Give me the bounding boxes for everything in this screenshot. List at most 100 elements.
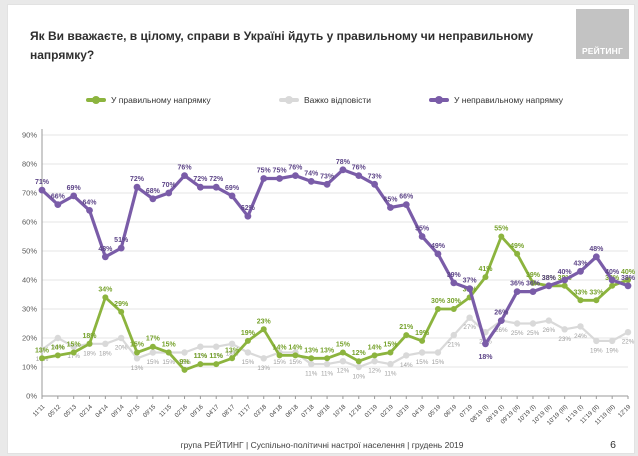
- legend-item-1: Важко відповісти: [279, 93, 371, 107]
- trend-chart-svg: 0%10%20%30%40%50%60%70%80%90%11'11 05'12 0…: [22, 129, 636, 427]
- svg-text:50%: 50%: [22, 247, 37, 256]
- svg-text:15%: 15%: [162, 359, 175, 366]
- svg-text:55%: 55%: [494, 226, 509, 233]
- svg-text:10%: 10%: [22, 363, 37, 372]
- svg-text:12%: 12%: [352, 350, 367, 357]
- svg-text:12%: 12%: [368, 368, 381, 375]
- svg-text:18%: 18%: [99, 350, 112, 357]
- svg-text:49%: 49%: [431, 243, 446, 250]
- svg-text:71%: 71%: [35, 179, 50, 186]
- svg-text:20%: 20%: [52, 345, 65, 352]
- svg-text:36%: 36%: [526, 281, 541, 288]
- svg-text:15%: 15%: [289, 359, 302, 366]
- legend-marker-icon: [429, 96, 449, 104]
- svg-text:9%: 9%: [179, 359, 190, 366]
- svg-text:11'11: 11'11: [32, 403, 47, 418]
- svg-text:03'19: 03'19: [395, 403, 411, 419]
- legend-label: У правильному напрямку: [111, 95, 211, 105]
- svg-text:20%: 20%: [22, 334, 37, 343]
- svg-text:66%: 66%: [399, 194, 414, 201]
- svg-text:25%: 25%: [511, 330, 524, 337]
- svg-text:06'18: 06'18: [284, 403, 300, 419]
- svg-text:70%: 70%: [22, 189, 37, 198]
- svg-text:72%: 72%: [209, 176, 224, 183]
- legend-dot-icon: [285, 96, 293, 104]
- svg-text:18%: 18%: [478, 354, 493, 361]
- svg-text:48%: 48%: [98, 246, 113, 253]
- svg-text:51%: 51%: [114, 237, 129, 244]
- svg-text:12'19: 12'19: [617, 403, 633, 419]
- svg-text:76%: 76%: [352, 165, 367, 172]
- legend-label: У неправильному напрямку: [454, 95, 564, 105]
- svg-text:11%: 11%: [305, 371, 318, 378]
- svg-text:11'17: 11'17: [237, 403, 253, 419]
- svg-text:10'18: 10'18: [332, 403, 348, 419]
- svg-text:11%: 11%: [384, 371, 397, 378]
- svg-text:38%: 38%: [542, 275, 557, 282]
- svg-text:25%: 25%: [527, 330, 540, 337]
- svg-text:41%: 41%: [478, 266, 493, 273]
- svg-text:55%: 55%: [415, 226, 430, 233]
- svg-text:38%: 38%: [542, 275, 557, 282]
- svg-text:18%: 18%: [83, 350, 96, 357]
- footer-text: група РЕЙТИНГ | Суспільно-політичні наст…: [180, 440, 464, 450]
- svg-text:19%: 19%: [415, 330, 430, 337]
- svg-text:73%: 73%: [320, 173, 335, 180]
- svg-text:02'19: 02'19: [379, 403, 395, 419]
- svg-text:15%: 15%: [130, 342, 145, 349]
- svg-text:26%: 26%: [494, 310, 509, 317]
- svg-text:48%: 48%: [589, 246, 604, 253]
- svg-text:05'12: 05'12: [47, 403, 63, 419]
- svg-text:30%: 30%: [431, 298, 446, 305]
- svg-text:68%: 68%: [146, 188, 161, 195]
- legend-dot-icon: [92, 96, 100, 104]
- svg-text:60%: 60%: [22, 218, 37, 227]
- svg-text:11%: 11%: [194, 353, 208, 360]
- svg-text:05'19: 05'19: [427, 403, 443, 419]
- svg-text:08'17: 08'17: [221, 403, 237, 419]
- svg-text:19%: 19%: [241, 330, 256, 337]
- svg-text:18%: 18%: [83, 333, 98, 340]
- svg-text:07'18: 07'18: [300, 403, 316, 419]
- svg-text:21%: 21%: [447, 342, 460, 349]
- svg-text:05'13: 05'13: [63, 403, 79, 419]
- slide: Як Ви вважаєте, в цілому, справи в Украї…: [7, 4, 636, 454]
- svg-text:64%: 64%: [83, 199, 98, 206]
- svg-text:18%: 18%: [226, 350, 239, 357]
- svg-text:43%: 43%: [573, 260, 588, 267]
- svg-text:40%: 40%: [621, 269, 636, 276]
- svg-text:49%: 49%: [510, 243, 525, 250]
- svg-text:65%: 65%: [383, 197, 398, 204]
- svg-text:69%: 69%: [225, 185, 240, 192]
- svg-text:15%: 15%: [432, 359, 445, 366]
- rating-logo: РЕЙТИНГ: [576, 9, 629, 59]
- page-title: Як Ви вважаєте, в цілому, справи в Украї…: [30, 29, 534, 62]
- svg-text:09'15: 09'15: [142, 403, 158, 419]
- svg-text:17%: 17%: [210, 353, 223, 360]
- svg-text:13%: 13%: [320, 347, 335, 354]
- svg-text:36%: 36%: [510, 281, 525, 288]
- svg-text:20%: 20%: [115, 345, 128, 352]
- svg-text:04'17: 04'17: [205, 403, 221, 419]
- svg-text:62%: 62%: [241, 205, 256, 212]
- legend-label: Важко відповісти: [304, 95, 371, 105]
- svg-text:74%: 74%: [304, 170, 319, 177]
- svg-text:07'15: 07'15: [126, 403, 142, 419]
- svg-text:15%: 15%: [162, 342, 177, 349]
- svg-text:40%: 40%: [558, 269, 573, 276]
- svg-text:15%: 15%: [383, 342, 398, 349]
- svg-text:02'16: 02'16: [173, 403, 189, 419]
- svg-text:15%: 15%: [178, 359, 191, 366]
- svg-text:69%: 69%: [67, 185, 82, 192]
- svg-text:30%: 30%: [22, 305, 37, 314]
- svg-text:01'19: 01'19: [363, 403, 379, 419]
- legend-marker-icon: [279, 96, 299, 104]
- svg-text:27%: 27%: [463, 324, 476, 331]
- svg-text:17%: 17%: [67, 353, 80, 360]
- svg-text:40%: 40%: [605, 269, 620, 276]
- svg-text:11%: 11%: [209, 353, 223, 360]
- svg-text:34%: 34%: [98, 286, 113, 293]
- svg-text:17%: 17%: [146, 336, 161, 343]
- svg-text:11'15: 11'15: [158, 403, 174, 419]
- svg-text:22%: 22%: [622, 339, 635, 346]
